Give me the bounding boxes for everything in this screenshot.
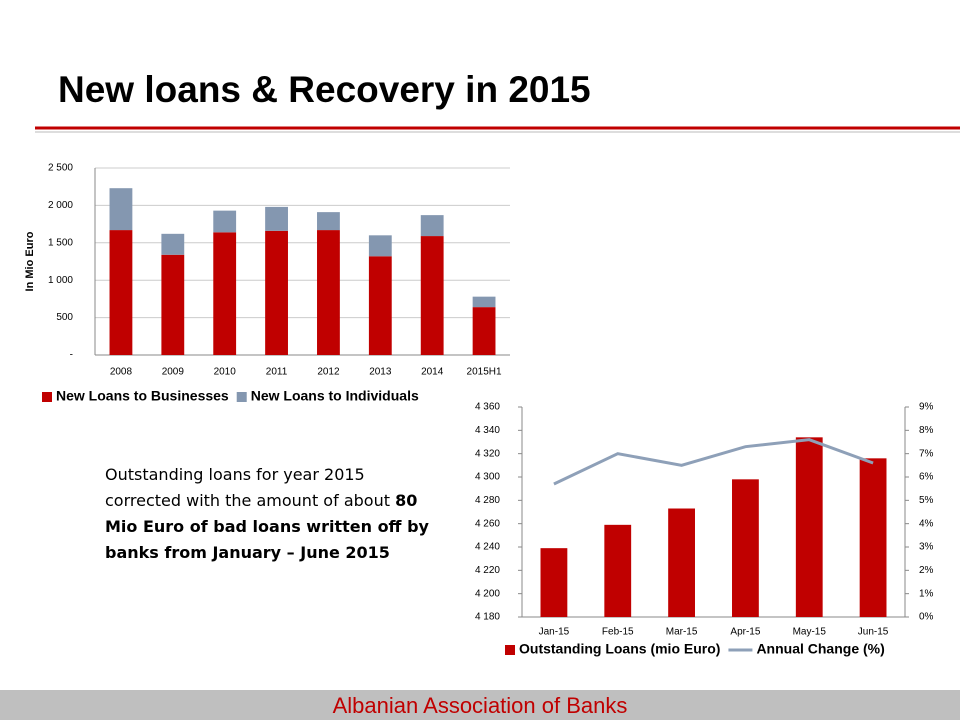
bar-segment [161,254,185,355]
x-tick-label: Jun-15 [858,627,889,638]
bar [859,458,887,617]
y2-tick-label: 7% [919,448,934,459]
y-tick-label: 4 220 [475,565,500,576]
x-tick-label: 2014 [421,367,444,378]
bar [668,508,695,617]
y2-tick-label: 8% [919,425,934,436]
legend-label: Annual Change (%) [756,641,884,657]
y2-tick-label: 6% [919,472,934,483]
bar-segment [420,215,444,237]
y-tick-label: 4 280 [475,495,500,506]
y-tick-label: 4 200 [475,588,500,599]
note: Outstanding loans for year 2015 correcte… [105,462,435,566]
y-tick-label: 4 300 [475,472,500,483]
note-bold: 80 Mio Euro of bad loans written off by … [105,491,429,562]
y-tick-label: 4 340 [475,425,500,436]
y-tick-label: 4 240 [475,542,500,553]
note-plain: Outstanding loans for year 2015 correcte… [105,465,390,510]
bar-segment [161,233,185,255]
footer: Albanian Association of Banks [0,690,960,720]
y-tick-label: 2 000 [48,200,73,211]
y-tick-label: 4 260 [475,518,500,529]
legend-swatch [236,392,247,402]
bar-segment [368,235,392,257]
y-tick-label: 1 500 [48,237,73,248]
bar [604,524,632,617]
x-tick-label: 2013 [369,367,392,378]
x-tick-label: 2011 [266,367,288,378]
legend-label: Outstanding Loans (mio Euro) [519,641,720,657]
bar-segment [213,210,237,233]
bar-segment [368,256,392,355]
y-tick-label: 2 500 [48,163,73,174]
x-tick-label: 2009 [162,367,185,378]
y2-tick-label: 5% [919,495,934,506]
bar-segment [265,230,288,355]
bar-segment [109,230,133,355]
legend-swatch [42,392,52,402]
legend-swatch [505,645,515,655]
bar-segment [109,188,133,231]
slide-title: New loans & Recovery in 2015 [58,69,591,110]
bar-segment [472,307,496,355]
x-tick-label: Jan-15 [539,627,570,638]
x-tick-label: Mar-15 [666,627,698,638]
bar [795,437,823,617]
y-tick-label: 1 000 [48,275,73,286]
x-tick-label: 2015H1 [467,367,502,378]
y-tick-label: - [70,350,73,361]
bar-segment [317,212,340,231]
x-tick-label: Feb-15 [602,627,634,638]
x-tick-label: 2008 [110,367,133,378]
bar-segment [265,206,288,231]
y2-tick-label: 2% [919,565,934,576]
x-tick-label: 2012 [317,367,340,378]
y-tick-label: 4 360 [475,402,500,413]
bar [732,479,759,617]
bar-segment [317,230,340,355]
y-axis-title: In Mio Euro [24,231,36,291]
legend-label: New Loans to Individuals [251,388,419,404]
y-tick-label: 4 180 [475,612,500,623]
y2-tick-label: 1% [919,588,934,599]
y-tick-label: 500 [56,312,73,323]
y-tick-label: 4 320 [475,448,500,459]
line-series [553,438,874,486]
bar-segment [420,236,444,355]
bar [540,548,568,617]
y2-tick-label: 9% [919,402,934,413]
x-tick-label: May-15 [793,627,827,638]
y2-tick-label: 0% [919,612,934,623]
bar-segment [472,296,496,308]
y2-tick-label: 4% [919,518,934,529]
legend-label: New Loans to Businesses [56,388,229,404]
x-tick-label: 2010 [214,367,237,378]
x-tick-label: Apr-15 [730,627,760,638]
y2-tick-label: 3% [919,542,934,553]
bar-segment [213,232,237,355]
